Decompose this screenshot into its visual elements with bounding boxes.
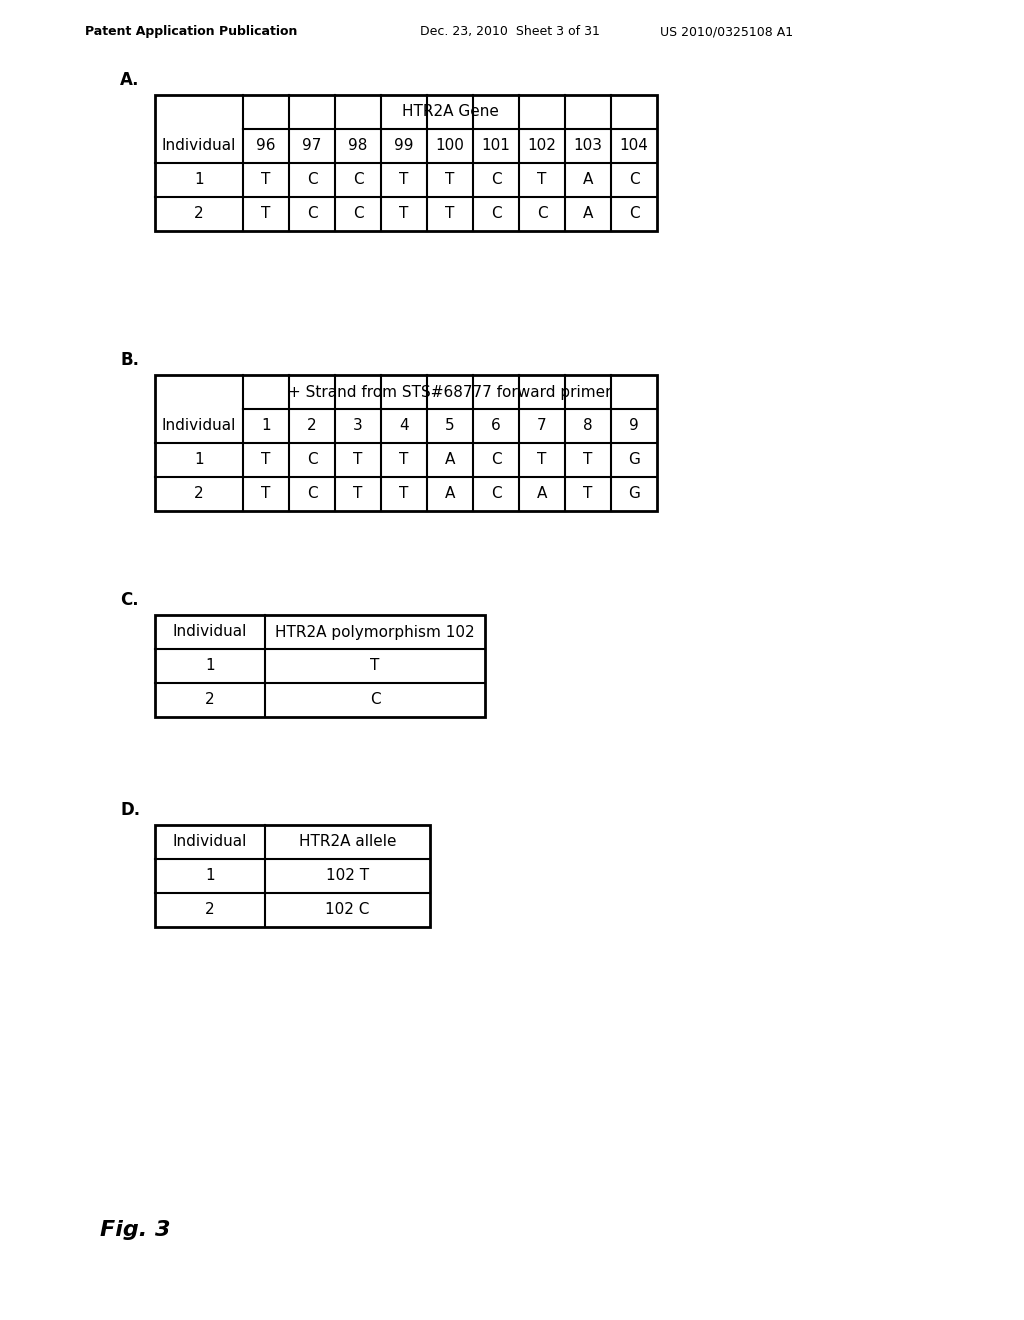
Text: G: G [628, 453, 640, 467]
Text: C: C [629, 206, 639, 222]
Text: Individual: Individual [173, 834, 247, 850]
Text: 101: 101 [481, 139, 510, 153]
Text: C: C [490, 206, 502, 222]
Text: 4: 4 [399, 418, 409, 433]
Text: T: T [371, 659, 380, 673]
Text: C: C [306, 173, 317, 187]
Text: HTR2A Gene: HTR2A Gene [401, 104, 499, 120]
Text: 1: 1 [261, 418, 270, 433]
Text: T: T [261, 173, 270, 187]
Text: C: C [490, 487, 502, 502]
Text: T: T [399, 206, 409, 222]
Text: C: C [352, 173, 364, 187]
Text: T: T [538, 453, 547, 467]
Text: 103: 103 [573, 139, 602, 153]
Text: Individual: Individual [162, 139, 237, 153]
Text: 1: 1 [205, 659, 215, 673]
Text: 102: 102 [527, 139, 556, 153]
Text: 1: 1 [195, 453, 204, 467]
Bar [155, 375, 657, 511]
Bar [155, 615, 485, 717]
Text: US 2010/0325108 A1: US 2010/0325108 A1 [660, 25, 794, 38]
Text: T: T [538, 173, 547, 187]
Text: A: A [583, 206, 593, 222]
Text: 97: 97 [302, 139, 322, 153]
Text: A.: A. [120, 71, 139, 88]
Text: 2: 2 [307, 418, 316, 433]
Text: 6: 6 [492, 418, 501, 433]
Text: C: C [306, 206, 317, 222]
Text: A: A [583, 173, 593, 187]
Text: T: T [399, 487, 409, 502]
Text: 9: 9 [629, 418, 639, 433]
Text: T: T [353, 487, 362, 502]
Text: 2: 2 [195, 487, 204, 502]
Text: C.: C. [120, 591, 138, 609]
Text: + Strand from STS#68777 forward primer: + Strand from STS#68777 forward primer [288, 384, 611, 400]
Text: 2: 2 [205, 903, 215, 917]
Text: B.: B. [120, 351, 139, 370]
Text: 100: 100 [435, 139, 465, 153]
Text: C: C [306, 453, 317, 467]
Text: C: C [370, 693, 380, 708]
Text: T: T [445, 173, 455, 187]
Text: T: T [584, 487, 593, 502]
Text: T: T [399, 173, 409, 187]
Text: 2: 2 [195, 206, 204, 222]
Text: 96: 96 [256, 139, 275, 153]
Text: C: C [490, 173, 502, 187]
Text: Patent Application Publication: Patent Application Publication [85, 25, 297, 38]
Text: Fig. 3: Fig. 3 [100, 1220, 171, 1239]
Text: 5: 5 [445, 418, 455, 433]
Text: 104: 104 [620, 139, 648, 153]
Text: 102 T: 102 T [326, 869, 369, 883]
Text: 98: 98 [348, 139, 368, 153]
Text: 2: 2 [205, 693, 215, 708]
Text: A: A [537, 487, 547, 502]
Text: T: T [261, 487, 270, 502]
Text: C: C [306, 487, 317, 502]
Text: C: C [629, 173, 639, 187]
Text: T: T [584, 453, 593, 467]
Text: Individual: Individual [162, 418, 237, 433]
Text: HTR2A allele: HTR2A allele [299, 834, 396, 850]
Text: T: T [261, 453, 270, 467]
Bar [155, 825, 430, 927]
Text: 8: 8 [584, 418, 593, 433]
Text: A: A [444, 453, 456, 467]
Text: C: C [490, 453, 502, 467]
Text: Individual: Individual [173, 624, 247, 639]
Text: Dec. 23, 2010  Sheet 3 of 31: Dec. 23, 2010 Sheet 3 of 31 [420, 25, 600, 38]
Text: 3: 3 [353, 418, 362, 433]
Text: 1: 1 [205, 869, 215, 883]
Text: HTR2A polymorphism 102: HTR2A polymorphism 102 [275, 624, 475, 639]
Text: T: T [399, 453, 409, 467]
Text: 102 C: 102 C [326, 903, 370, 917]
Text: 7: 7 [538, 418, 547, 433]
Text: D.: D. [120, 801, 140, 818]
Text: G: G [628, 487, 640, 502]
Text: A: A [444, 487, 456, 502]
Text: 1: 1 [195, 173, 204, 187]
Text: 99: 99 [394, 139, 414, 153]
Text: C: C [537, 206, 547, 222]
Text: T: T [261, 206, 270, 222]
Text: C: C [352, 206, 364, 222]
Text: T: T [445, 206, 455, 222]
Text: T: T [353, 453, 362, 467]
Bar [155, 95, 657, 231]
